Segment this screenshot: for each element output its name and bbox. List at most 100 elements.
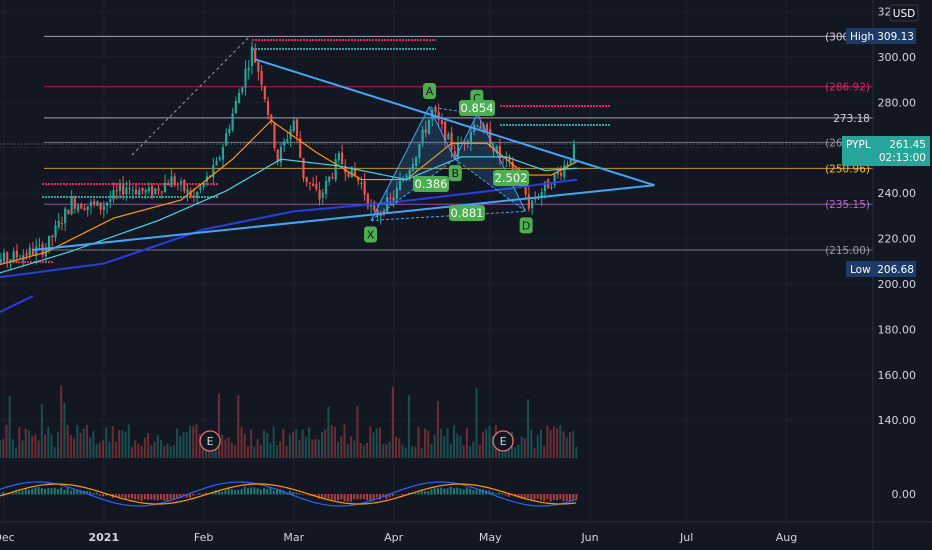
macd-histogram-bar — [201, 494, 204, 496]
volume-bar — [53, 447, 56, 458]
macd-histogram-bar — [114, 494, 117, 497]
volume-bar — [102, 440, 105, 458]
volume-bar — [179, 435, 182, 458]
macd-histogram-bar — [353, 494, 356, 500]
volume-bar — [549, 430, 552, 458]
candle-body — [366, 193, 369, 207]
candle-body — [495, 145, 498, 153]
candle-body — [353, 167, 357, 177]
macd-histogram-bar — [205, 492, 208, 495]
candle-body — [186, 189, 189, 193]
candle-body — [163, 182, 167, 193]
volume-bar — [375, 428, 378, 458]
macd-histogram-bar — [301, 494, 304, 495]
harmonic-ratio-label-box — [493, 170, 529, 186]
volume-bar — [63, 402, 66, 458]
harmonic-ratio-label-box — [459, 100, 495, 116]
candle-body — [112, 190, 115, 200]
candle-body — [157, 188, 160, 191]
candle-body — [228, 128, 231, 134]
volume-bar — [56, 431, 59, 458]
candle-body — [543, 181, 547, 192]
fib-level-label: (235.15) — [825, 199, 870, 211]
volume-bar — [340, 436, 343, 458]
candle-body — [263, 86, 266, 100]
candle-body — [534, 198, 537, 200]
candle-body — [424, 129, 427, 133]
candle-body — [138, 189, 141, 196]
time-tick-label: Feb — [194, 531, 213, 544]
macd-histogram-bar — [504, 494, 507, 496]
volume-bar — [308, 427, 311, 458]
time-tick-label: Dec — [0, 531, 15, 544]
harmonic-bcd-fill — [454, 113, 526, 212]
macd-histogram-bar — [478, 488, 481, 495]
macd-histogram-bar — [375, 494, 378, 498]
macd-histogram-bar — [44, 488, 47, 495]
candle-body — [154, 188, 157, 194]
harmonic-leg — [476, 113, 527, 212]
time-tick-label: Jun — [580, 531, 598, 544]
macd-histogram-bar — [156, 494, 159, 501]
macd-histogram-bar — [372, 494, 375, 500]
candle-body — [450, 132, 453, 150]
macd-histogram-bar — [546, 494, 549, 500]
macd-histogram-bar — [124, 494, 127, 500]
high-badge — [846, 28, 916, 44]
volume-bar — [230, 442, 233, 458]
macd-histogram-bar — [15, 490, 18, 495]
volume-bar — [440, 428, 443, 458]
volume-bar — [92, 431, 95, 458]
volume-bar — [192, 426, 195, 458]
volume-bar — [388, 441, 391, 458]
time-axis[interactable]: Dec 2021 Feb Mar Apr May Jun Jul Aug — [0, 531, 797, 544]
macd-pane — [0, 481, 578, 507]
volume-bar — [514, 447, 517, 458]
harmonic-xab-fill — [371, 106, 455, 221]
macd-histogram-bar — [337, 494, 340, 501]
volume-bar — [246, 446, 249, 458]
candle-body — [15, 251, 18, 258]
candle-body — [86, 205, 89, 211]
candle-body — [392, 197, 395, 201]
macd-histogram-bar — [317, 494, 320, 499]
volume-bar — [134, 440, 137, 458]
price-tick-label: 300.00 — [878, 51, 917, 64]
volume-bar — [465, 427, 468, 458]
volume-bar — [37, 440, 40, 458]
candle-body — [295, 119, 299, 137]
candle-body — [199, 187, 202, 190]
volume-bar — [79, 432, 82, 458]
volume-bar — [34, 434, 37, 458]
candle-body — [389, 197, 392, 199]
volume-bar — [47, 426, 50, 458]
volume-bar — [105, 427, 108, 458]
candle-body — [540, 192, 543, 198]
volume-bar — [430, 444, 433, 458]
volume-bar — [279, 441, 282, 458]
macd-histogram-bar — [185, 494, 188, 498]
macd-histogram-bar — [73, 490, 76, 495]
candle-body — [180, 181, 183, 184]
macd-histogram-bar — [501, 493, 504, 495]
volume-bar — [475, 388, 478, 458]
harmonic-pattern: X A B C D 0.854 0.386 2.502 0.881 — [364, 82, 533, 243]
macd-histogram-bar — [11, 492, 14, 495]
candle-body — [456, 143, 460, 158]
candle-body — [254, 48, 257, 63]
candle-body — [479, 126, 482, 129]
candle-body — [234, 100, 237, 114]
candle-body — [418, 144, 421, 158]
volume-bar — [227, 437, 230, 458]
candle-body — [70, 197, 73, 215]
macd-histogram-bar — [160, 494, 162, 500]
candle-body — [31, 248, 35, 255]
volume-bar — [69, 434, 72, 458]
macd-histogram-bar — [559, 494, 562, 500]
candle-body — [270, 114, 273, 122]
volume-bar — [298, 439, 301, 458]
macd-histogram-bar — [527, 494, 530, 499]
volume-bar — [15, 447, 18, 458]
